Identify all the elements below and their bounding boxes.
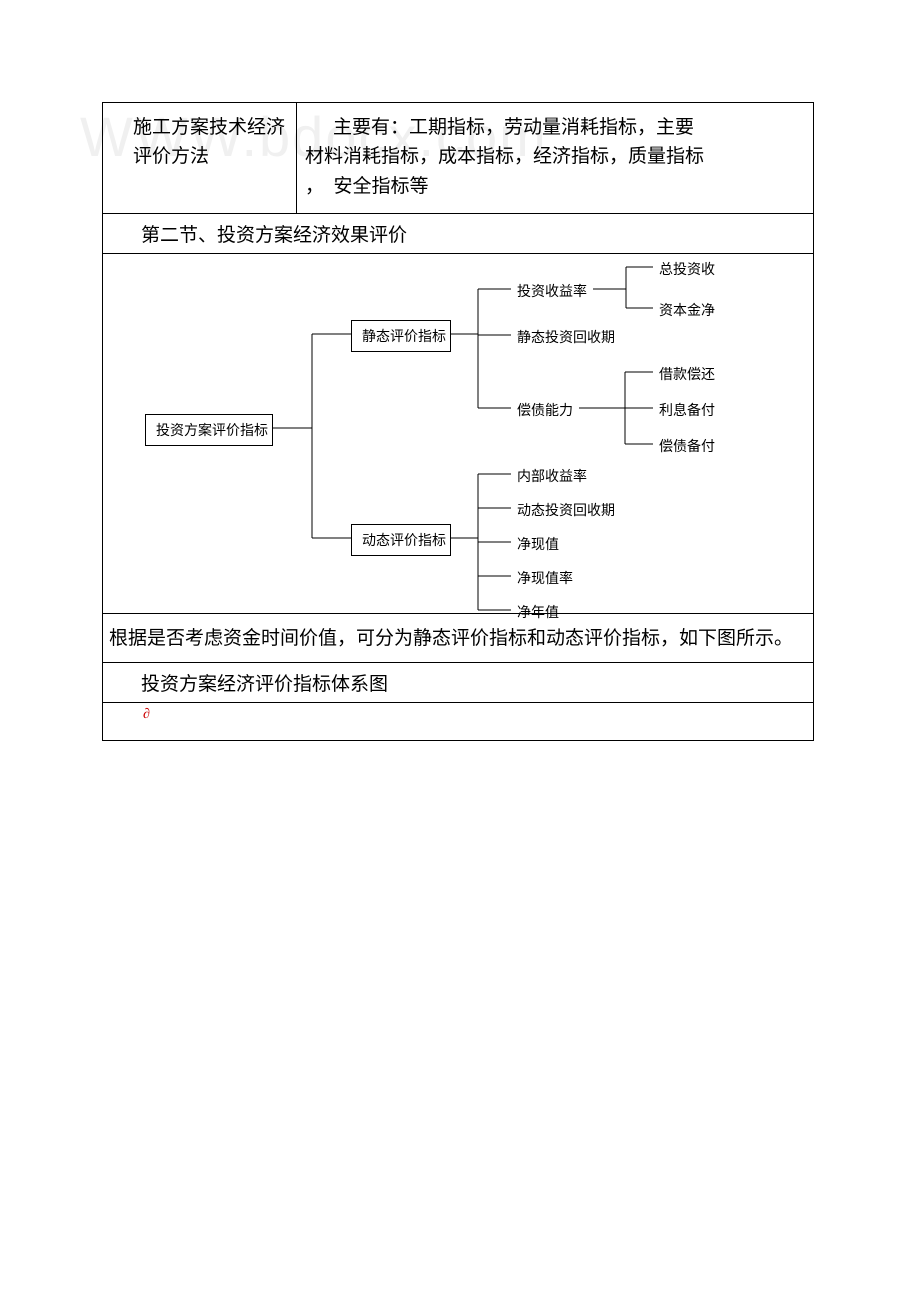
description-text: 根据是否考虑资金时间价值，可分为静态评价指标和动态评价指标，如下图所示。 bbox=[109, 628, 793, 649]
tree-leaf: 借款偿还 bbox=[659, 364, 715, 384]
tree-leaf: 静态投资回收期 bbox=[517, 327, 615, 347]
tree-leaf: 总投资收 bbox=[659, 259, 715, 279]
tree-node: 静态评价指标 bbox=[351, 320, 451, 352]
row1-line2: 材料消耗指标，成本指标，经济指标，质量指标 bbox=[305, 142, 805, 171]
marker-icon: ∂ bbox=[143, 707, 150, 723]
row1-left-cell: 施工方案技术经济评价方法 bbox=[103, 103, 297, 214]
tree-node: 动态评价指标 bbox=[351, 524, 451, 556]
footer-cell: ∂ bbox=[103, 702, 814, 740]
diagram-cell: 投资方案评价指标 静态评价指标动态评价指标 投资收益率静态投资回收期偿债能力 总投资收… bbox=[103, 254, 814, 614]
row1-line1: 主要有：工期指标，劳动量消耗指标，主要 bbox=[305, 117, 694, 138]
tree-leaf: 净现值 bbox=[517, 534, 559, 554]
tree-leaf: 偿债备付 bbox=[659, 436, 715, 456]
section-title-cell: 第二节、投资方案经济效果评价 bbox=[103, 214, 814, 254]
tree-leaf: 净现值率 bbox=[517, 568, 573, 588]
row1-line3: ， 安全指标等 bbox=[305, 172, 805, 201]
tree-leaf: 动态投资回收期 bbox=[517, 500, 615, 520]
tree-leaf: 利息备付 bbox=[659, 400, 715, 420]
document-table: 施工方案技术经济评价方法 主要有：工期指标，劳动量消耗指标，主要 材料消耗指标，… bbox=[102, 102, 814, 741]
tree-leaf: 内部收益率 bbox=[517, 466, 587, 486]
tree-leaf: 资本金净 bbox=[659, 300, 715, 320]
tree-leaf: 偿债能力 bbox=[517, 400, 573, 420]
tree-leaf: 净年值 bbox=[517, 602, 559, 622]
description-cell: WWW.bdocx.com 根据是否考虑资金时间价值，可分为静态评价指标和动态评… bbox=[103, 614, 814, 662]
row1-right-cell: 主要有：工期指标，劳动量消耗指标，主要 材料消耗指标，成本指标，经济指标，质量指… bbox=[297, 103, 814, 214]
figure-caption: 投资方案经济评价指标体系图 bbox=[141, 674, 388, 695]
method-title: 施工方案技术经济评价方法 bbox=[133, 117, 285, 167]
tree-node: 投资方案评价指标 bbox=[145, 414, 273, 446]
figure-caption-cell: 投资方案经济评价指标体系图 bbox=[103, 662, 814, 702]
tree-leaf: 投资收益率 bbox=[517, 281, 587, 301]
tree-diagram: 投资方案评价指标 静态评价指标动态评价指标 投资收益率静态投资回收期偿债能力 总投资收… bbox=[103, 254, 813, 613]
section-title: 第二节、投资方案经济效果评价 bbox=[141, 225, 407, 246]
